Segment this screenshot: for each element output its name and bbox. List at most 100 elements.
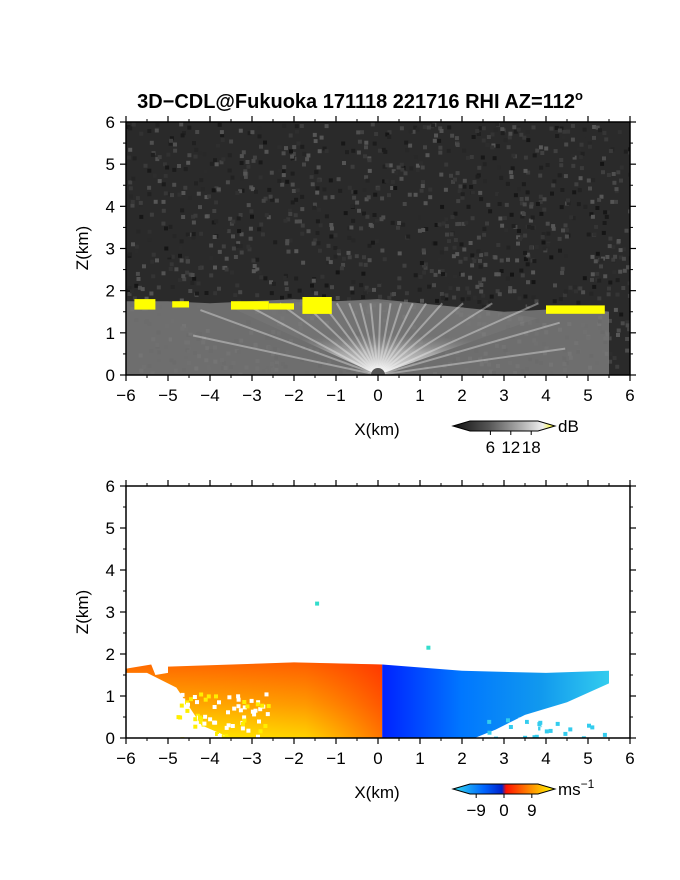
velocity-speckle	[534, 734, 539, 738]
velocity-speckle	[506, 730, 511, 735]
velocity-speckle	[217, 734, 222, 738]
velocity-speckle	[198, 719, 203, 724]
snr-x-tick-label: 6	[625, 386, 634, 405]
velocity-speckle	[521, 725, 525, 730]
velocity-speckle	[540, 727, 545, 732]
snr-beam-ray	[321, 302, 379, 375]
snr-x-tick-label: −6	[116, 386, 135, 405]
snr-beam-ray	[377, 347, 566, 375]
velocity-speckle	[264, 692, 269, 697]
velocity-speckle	[581, 736, 586, 738]
velocity-speckle	[249, 698, 254, 703]
velocity-speckle	[242, 700, 247, 704]
snr-high-patch	[231, 301, 269, 310]
snr-x-tick-label: −5	[158, 386, 177, 405]
velocity-speckle	[179, 703, 184, 708]
velocity-speckle	[195, 700, 199, 705]
velocity-x-tick-label: 1	[415, 749, 424, 768]
velocity-colorbar-bar	[451, 783, 557, 795]
velocity-colorbar-tick-label: −9	[466, 801, 485, 820]
velocity-x-label: X(km)	[354, 783, 399, 802]
snr-high-patch	[302, 297, 332, 314]
velocity-speckle	[224, 734, 229, 738]
velocity-speckle	[574, 719, 579, 724]
velocity-x-tick-label: −1	[326, 749, 345, 768]
velocity-speckle	[197, 715, 202, 720]
snr-x-tick-label: −2	[284, 386, 303, 405]
snr-beam-ray	[377, 302, 464, 375]
velocity-speckle	[600, 727, 605, 731]
snr-beam-ray	[377, 302, 414, 375]
snr-x-tick-label: 1	[415, 386, 424, 405]
snr-y-tick-label: 0	[106, 366, 115, 385]
velocity-speckle	[206, 694, 211, 699]
velocity-speckle	[203, 714, 208, 719]
velocity-x-tick-label: 0	[373, 749, 382, 768]
velocity-speckle	[236, 694, 241, 699]
velocity-speckle	[252, 712, 257, 717]
velocity-speckle	[523, 735, 528, 738]
velocity-colorbar-unit: ms−1	[558, 777, 595, 799]
snr-beam-ray	[377, 302, 428, 375]
snr-x-tick-label: 2	[457, 386, 466, 405]
snr-beam-ray	[200, 309, 379, 375]
velocity-speckle	[587, 723, 591, 728]
snr-beam-ray	[377, 302, 444, 375]
snr-beam-ray	[377, 302, 493, 375]
velocity-speckle	[213, 720, 218, 725]
velocity-y-tick-label: 1	[106, 687, 115, 706]
velocity-y-tick-label: 0	[106, 729, 115, 748]
velocity-speckle	[236, 697, 241, 702]
velocity-speckle	[555, 721, 560, 726]
velocity-x-tick-label: 5	[583, 749, 592, 768]
velocity-y-tick-label: 3	[106, 603, 115, 622]
velocity-x-tick-label: −6	[116, 749, 135, 768]
snr-beam-ray	[243, 302, 379, 375]
velocity-speckle	[590, 725, 595, 730]
velocity-speckle	[226, 723, 231, 728]
velocity-y-tick-label: 2	[106, 645, 115, 664]
velocity-speckle	[563, 731, 568, 736]
velocity-x-tick-label: 6	[625, 749, 634, 768]
chart-title: 3D−CDL@Fukuoka 171118 221716 RHI AZ=112o	[137, 88, 583, 113]
velocity-speckle	[528, 719, 533, 724]
velocity-colorbar: −9 0 9 ms−1	[451, 777, 595, 820]
snr-high-patch	[268, 303, 294, 310]
velocity-speckle	[185, 700, 189, 705]
snr-beam-ray	[279, 302, 379, 375]
velocity-speckle	[183, 727, 188, 732]
velocity-speckle	[544, 729, 549, 734]
snr-x-tick-label: −3	[242, 386, 261, 405]
velocity-speckle	[176, 715, 181, 720]
snr-y-tick-label: 4	[106, 197, 115, 216]
velocity-speckle	[180, 692, 185, 697]
snr-high-patch	[172, 301, 189, 308]
velocity-speckle	[265, 712, 270, 717]
velocity-speckle	[185, 708, 190, 713]
snr-beam-ray	[377, 303, 382, 375]
velocity-speckle	[508, 725, 513, 729]
velocity-speckle	[203, 697, 208, 702]
velocity-speckle	[257, 719, 261, 724]
velocity-speckle	[603, 725, 608, 730]
velocity-speckle	[241, 721, 245, 726]
snr-colorbar-tick-label: 6	[486, 438, 495, 457]
velocity-speckle	[232, 706, 237, 711]
velocity-speckle	[217, 700, 221, 705]
velocity-speckle	[238, 708, 243, 713]
velocity-speckle	[253, 708, 258, 713]
velocity-speckle	[208, 717, 213, 722]
snr-beam-ray	[377, 303, 392, 375]
velocity-speckle	[214, 694, 218, 699]
velocity-isolated-point	[315, 601, 320, 606]
velocity-y-tick-label: 6	[106, 477, 115, 496]
snr-y-tick-label: 2	[106, 282, 115, 301]
velocity-speckle	[230, 724, 235, 728]
snr-beam-ray	[303, 302, 379, 375]
velocity-x-tick-label: 3	[499, 749, 508, 768]
velocity-speckle	[186, 702, 190, 707]
velocity-speckle	[226, 710, 230, 715]
velocity-x-tick-label: −3	[242, 749, 261, 768]
